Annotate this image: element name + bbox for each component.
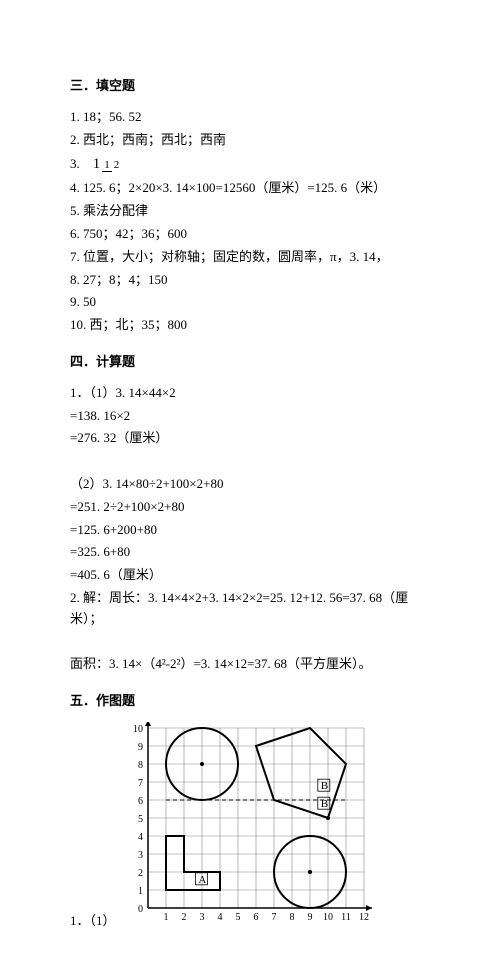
svg-text:6: 6 bbox=[138, 796, 143, 807]
s3-item-4: 4. 125. 6；2×20×3. 14×100=12560（厘米）=125. … bbox=[70, 178, 430, 199]
section-4-body: 1．（1）3. 14×44×2 =138. 16×2 =276. 32（厘米） … bbox=[70, 383, 430, 675]
s4-l6: =125. 6+200+80 bbox=[70, 520, 430, 541]
svg-text:8: 8 bbox=[289, 912, 294, 923]
svg-text:2: 2 bbox=[138, 868, 143, 879]
svg-text:11: 11 bbox=[341, 912, 351, 923]
section-4-title: 四．计算题 bbox=[70, 352, 430, 373]
s3-item-10: 10. 西；北；35；800 bbox=[70, 315, 430, 336]
section-5-body: 1．（1） 123456789101112012345678910ABB bbox=[70, 722, 430, 932]
s3-item-2: 2. 西北；西南；西北；西南 bbox=[70, 130, 430, 151]
s3-item-3-num: 1 bbox=[102, 159, 112, 172]
s3-item-6: 6. 750；42；36；600 bbox=[70, 224, 430, 245]
s3-item-1: 1. 18；56. 52 bbox=[70, 107, 430, 128]
s3-item-9: 9. 50 bbox=[70, 292, 430, 313]
svg-text:5: 5 bbox=[235, 912, 240, 923]
svg-text:10: 10 bbox=[133, 724, 143, 735]
s4-l5: =251. 2÷2+100×2+80 bbox=[70, 497, 430, 518]
s3-item-3-label: 3. bbox=[70, 156, 80, 171]
svg-text:5: 5 bbox=[138, 814, 143, 825]
svg-text:1: 1 bbox=[163, 912, 168, 923]
s4-l4: （2）3. 14×80÷2+100×2+80 bbox=[70, 474, 430, 495]
svg-text:12: 12 bbox=[359, 912, 369, 923]
svg-text:10: 10 bbox=[323, 912, 333, 923]
svg-text:9: 9 bbox=[307, 912, 312, 923]
s3-item-7: 7. 位置，大小；对称轴；固定的数，圆周率，π，3. 14， bbox=[70, 247, 430, 268]
s3-item-8: 8. 27；8；4；150 bbox=[70, 270, 430, 291]
s4-l2: =276. 32（厘米） bbox=[70, 428, 430, 449]
s3-item-3-den: 2 bbox=[112, 159, 122, 171]
s4-l7: =325. 6+80 bbox=[70, 542, 430, 563]
svg-text:1: 1 bbox=[138, 886, 143, 897]
svg-text:9: 9 bbox=[138, 742, 143, 753]
svg-text:7: 7 bbox=[138, 778, 143, 789]
s3-item-3: 3. 112 bbox=[70, 152, 430, 176]
section-3-body: 1. 18；56. 52 2. 西北；西南；西北；西南 3. 112 4. 12… bbox=[70, 107, 430, 336]
s4-l10 bbox=[70, 632, 430, 653]
svg-text:B: B bbox=[320, 780, 327, 792]
svg-text:7: 7 bbox=[271, 912, 276, 923]
s4-l3 bbox=[70, 451, 430, 472]
s5-item-label: 1．（1） bbox=[70, 911, 116, 932]
s4-l9: 2. 解：周长：3. 14×4×2+3. 14×2×2=25. 12+12. 5… bbox=[70, 588, 430, 630]
section-3-title: 三．填空题 bbox=[70, 76, 430, 97]
s4-l0: 1．（1）3. 14×44×2 bbox=[70, 383, 430, 404]
section-5-title: 五．作图题 bbox=[70, 691, 430, 712]
s3-item-5: 5. 乘法分配律 bbox=[70, 201, 430, 222]
svg-text:3: 3 bbox=[138, 850, 143, 861]
svg-text:8: 8 bbox=[138, 760, 143, 771]
s3-item-3-fraction: 12 bbox=[102, 160, 121, 171]
svg-text:0: 0 bbox=[138, 904, 143, 915]
svg-text:4: 4 bbox=[217, 912, 222, 923]
svg-text:2: 2 bbox=[181, 912, 186, 923]
svg-text:B: B bbox=[320, 798, 327, 810]
s3-item-3-whole: 1 bbox=[93, 156, 101, 172]
svg-text:A: A bbox=[198, 874, 206, 886]
svg-text:3: 3 bbox=[199, 912, 204, 923]
svg-text:4: 4 bbox=[138, 832, 143, 843]
s4-l1: =138. 16×2 bbox=[70, 406, 430, 427]
svg-text:6: 6 bbox=[253, 912, 258, 923]
grid-figure: 123456789101112012345678910ABB bbox=[122, 722, 382, 932]
s4-l11: 面积：3. 14×（4²-2²）=3. 14×12=37. 68（平方厘米）。 bbox=[70, 654, 430, 675]
s4-l8: =405. 6（厘米） bbox=[70, 565, 430, 586]
